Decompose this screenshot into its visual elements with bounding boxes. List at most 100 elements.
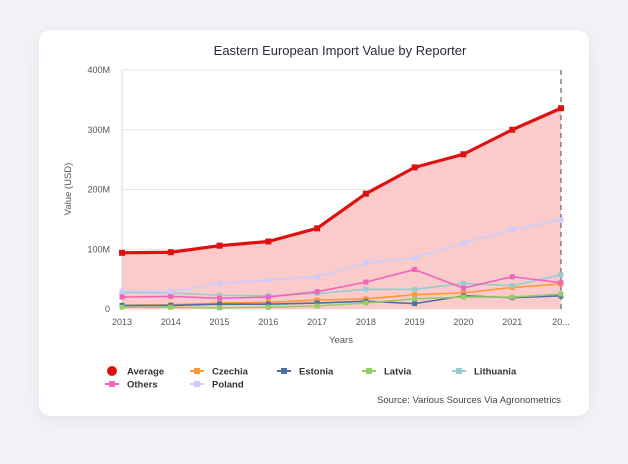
data-point: [363, 260, 369, 266]
data-point: [265, 301, 271, 307]
data-point: [217, 295, 223, 301]
data-point: [412, 255, 418, 261]
data-point: [460, 151, 467, 158]
y-tick-label: 400M: [87, 65, 110, 75]
y-tick-label: 200M: [87, 185, 110, 195]
chart-title: Eastern European Import Value by Reporte…: [214, 43, 467, 58]
data-point: [509, 126, 516, 133]
y-axis-label: Value (USD): [63, 163, 74, 216]
x-tick-label: 2019: [405, 317, 425, 327]
data-point: [217, 305, 223, 311]
data-point: [314, 297, 320, 303]
x-tick-label: 2020: [453, 317, 473, 327]
data-point: [509, 274, 515, 280]
series-line-poland: [121, 219, 562, 293]
data-point: [314, 300, 320, 306]
series-line-latvia: [122, 293, 562, 309]
data-point: [216, 242, 223, 249]
legend-marker: [109, 381, 115, 387]
legend-item-czechia: Czechia: [190, 367, 249, 378]
data-point: [168, 304, 174, 310]
legend-marker: [107, 366, 117, 376]
data-point: [265, 277, 271, 283]
data-point: [265, 238, 272, 245]
data-point: [412, 286, 418, 292]
legend-item-average: Average: [107, 366, 164, 378]
series-line-czechia: [121, 283, 562, 307]
data-point: [314, 303, 320, 309]
series-poland: [119, 217, 564, 295]
series-line-lithuania: [121, 274, 562, 297]
data-point: [412, 301, 418, 307]
data-point: [363, 286, 369, 292]
y-tick-label: 0: [105, 304, 110, 314]
legend-marker: [456, 368, 462, 374]
legend-label: Others: [127, 380, 158, 391]
legend-label: Czechia: [212, 367, 249, 378]
data-point: [168, 289, 174, 295]
data-point: [167, 249, 174, 256]
data-point: [411, 164, 418, 171]
series-average: [119, 105, 564, 256]
import-value-chart: Eastern European Import Value by Reporte…: [63, 43, 570, 406]
x-tick-label: 2016: [258, 317, 278, 327]
legend-marker: [281, 368, 287, 374]
source-note: Source: Various Sources Via Agronometric…: [377, 395, 561, 406]
legend-label: Average: [127, 367, 164, 378]
legend-label: Poland: [212, 380, 244, 391]
x-axis-ticks: 2013 2014 2015 2016 2017 2018 2019 2020 2021 20..…: [112, 317, 570, 327]
x-tick-label: 2017: [307, 317, 327, 327]
data-point: [558, 280, 564, 286]
x-tick-label: 2013: [112, 317, 132, 327]
data-point: [363, 300, 369, 306]
data-point: [265, 294, 271, 300]
legend-item-others: Others: [105, 380, 158, 391]
data-point: [314, 289, 320, 295]
x-tick-label: 2014: [161, 317, 181, 327]
legend-item-lithuania: Lithuania: [452, 367, 517, 378]
legend: Average Czechia Estonia Latvia Lithuania Othe…: [105, 366, 517, 391]
legend-label: Latvia: [384, 367, 412, 378]
legend-item-latvia: Latvia: [362, 367, 412, 378]
series-others: [119, 267, 564, 301]
data-point: [119, 249, 125, 256]
data-point: [412, 292, 418, 298]
data-point: [460, 240, 466, 246]
data-point: [460, 285, 466, 291]
data-point: [217, 292, 223, 298]
series-line-average: [121, 106, 562, 255]
chart-card: Eastern European Import Value by Reporte…: [39, 30, 589, 416]
x-tick-label: 2018: [356, 317, 376, 327]
legend-item-estonia: Estonia: [277, 367, 334, 378]
data-point: [558, 217, 564, 223]
data-point: [217, 301, 223, 307]
y-axis-ticks: 0 100M 200M 300M 400M: [87, 65, 110, 314]
data-point: [314, 274, 320, 280]
y-tick-label: 300M: [87, 125, 110, 135]
x-axis-label: Years: [329, 335, 353, 346]
data-point: [217, 280, 223, 286]
data-point: [558, 105, 564, 112]
data-point: [265, 304, 271, 310]
data-point: [558, 272, 564, 278]
data-point: [460, 290, 466, 296]
legend-marker: [194, 381, 200, 387]
data-point: [460, 294, 466, 300]
legend-marker: [366, 368, 372, 374]
series-line-others: [121, 268, 562, 300]
data-point: [509, 227, 515, 233]
data-point: [412, 296, 418, 302]
plot-area: [119, 70, 564, 311]
legend-label: Lithuania: [474, 367, 517, 378]
data-point: [558, 291, 564, 297]
data-point: [509, 283, 515, 289]
data-point: [412, 267, 418, 273]
legend-item-poland: Poland: [190, 380, 244, 391]
data-point: [119, 288, 125, 294]
data-point: [509, 294, 515, 300]
data-point: [119, 294, 125, 300]
data-point: [362, 190, 369, 197]
x-tick-label: 20...: [552, 317, 570, 327]
data-point: [460, 280, 466, 286]
data-point: [363, 279, 369, 285]
